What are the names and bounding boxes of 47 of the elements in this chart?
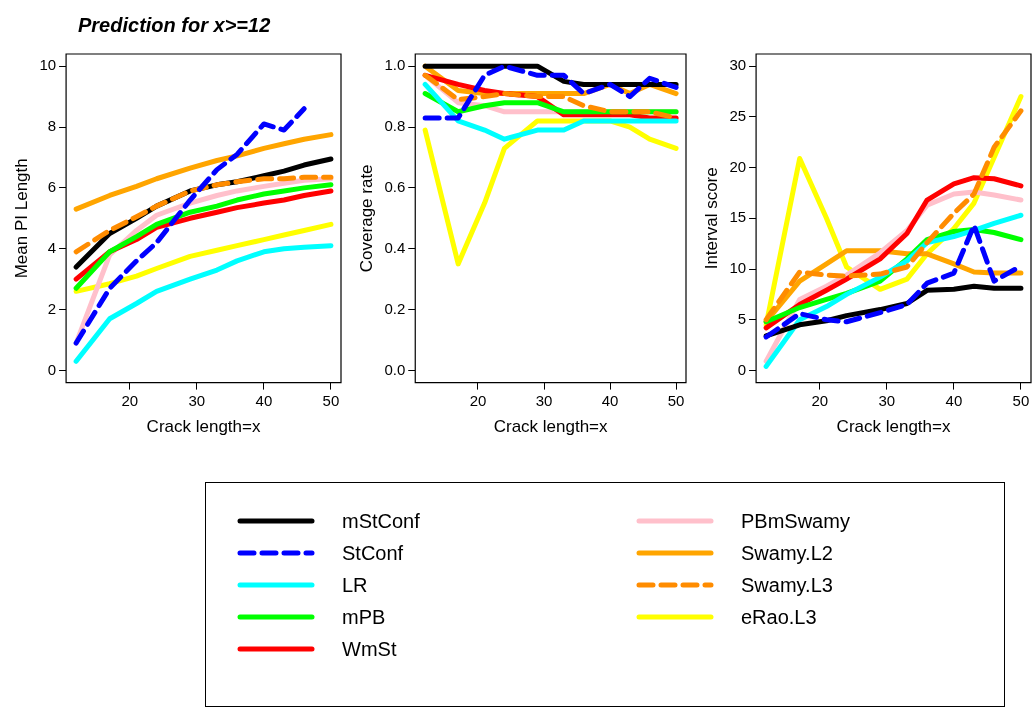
y-tick-label: 0.0 bbox=[384, 360, 406, 378]
legend-label: WmSt bbox=[342, 637, 397, 661]
x-tick-label: 20 bbox=[469, 391, 487, 409]
y-tick-label: 0 bbox=[47, 360, 57, 378]
y-tick-label: 0 bbox=[737, 360, 747, 378]
x-axis-title: Crack length=x bbox=[146, 417, 261, 437]
y-tick-label: 0.4 bbox=[384, 238, 406, 256]
y-tick-label: 15 bbox=[729, 208, 747, 226]
x-tick-label: 20 bbox=[121, 391, 139, 409]
y-tick-label: 2 bbox=[47, 299, 57, 317]
y-axis-title: Mean PI Length bbox=[11, 158, 31, 279]
y-tick-label: 10 bbox=[729, 259, 747, 277]
chart-title: Prediction for x>=12 bbox=[77, 13, 272, 38]
y-tick-label: 0.6 bbox=[384, 178, 406, 196]
y-axis-title: Interval score bbox=[701, 167, 721, 270]
y-axis-title: Coverage rate bbox=[356, 164, 376, 273]
y-tick-label: 30 bbox=[729, 56, 747, 74]
y-tick-label: 6 bbox=[47, 178, 57, 196]
y-tick-label: 10 bbox=[39, 56, 57, 74]
y-tick-label: 1.0 bbox=[384, 56, 406, 74]
legend-label: StConf bbox=[342, 541, 404, 565]
legend-label: LR bbox=[342, 573, 368, 597]
legend-label: Swamy.L3 bbox=[741, 573, 833, 597]
y-tick-label: 5 bbox=[737, 309, 747, 327]
legend-label: mStConf bbox=[342, 509, 420, 533]
x-tick-label: 30 bbox=[878, 391, 896, 409]
x-axis-title: Crack length=x bbox=[836, 417, 951, 437]
legend-label: Swamy.L2 bbox=[741, 541, 833, 565]
legend-label: PBmSwamy bbox=[741, 509, 850, 533]
x-tick-label: 30 bbox=[535, 391, 553, 409]
x-tick-label: 50 bbox=[1012, 391, 1030, 409]
x-tick-label: 30 bbox=[188, 391, 206, 409]
y-tick-label: 25 bbox=[729, 107, 747, 125]
y-tick-label: 20 bbox=[729, 157, 747, 175]
legend-label: eRao.L3 bbox=[741, 605, 817, 629]
y-tick-label: 4 bbox=[47, 238, 57, 256]
y-tick-label: 8 bbox=[47, 117, 57, 135]
x-tick-label: 40 bbox=[945, 391, 963, 409]
x-tick-label: 20 bbox=[811, 391, 829, 409]
x-axis-title: Crack length=x bbox=[493, 417, 609, 437]
y-tick-label: 0.2 bbox=[384, 299, 406, 317]
x-tick-label: 50 bbox=[322, 391, 340, 409]
x-tick-label: 40 bbox=[255, 391, 273, 409]
y-tick-label: 0.8 bbox=[384, 117, 406, 135]
legend-label: mPB bbox=[342, 605, 386, 629]
x-tick-label: 40 bbox=[601, 391, 619, 409]
x-tick-label: 50 bbox=[667, 391, 685, 409]
